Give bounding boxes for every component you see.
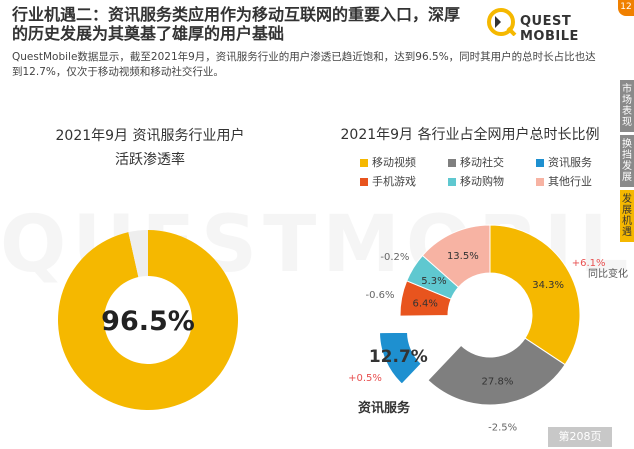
donut-slice xyxy=(427,337,566,406)
legend-item: 移动购物 xyxy=(448,173,504,189)
slice-change-label: -0.2% xyxy=(380,252,409,263)
page-title: 行业机遇二：资讯服务类应用作为移动互联网的重要入口，深厚 的历史发展为其奠基了雄… xyxy=(12,5,482,43)
highlight-label: 资讯服务 xyxy=(358,400,411,416)
side-tab-1[interactable]: 市场表现 xyxy=(620,80,634,132)
logo-mark-icon xyxy=(487,8,515,36)
slice-change-label: +0.5% xyxy=(348,373,382,384)
legend-label: 资讯服务 xyxy=(548,156,592,169)
penetration-donut-chart: 96.5% xyxy=(58,230,238,410)
slice-value-label: 12.7% xyxy=(369,347,428,367)
summary-text: QuestMobile数据显示，截至2021年9月，资讯服务行业的用户渗透已趋近… xyxy=(12,50,612,80)
logo xyxy=(487,8,517,36)
right-chart-title: 2021年9月 各行业占全网用户总时长比例 xyxy=(340,127,600,143)
logo-mark-tail xyxy=(506,26,517,36)
page-title-line1: 行业机遇二：资讯服务类应用作为移动互联网的重要入口，深厚 xyxy=(12,5,461,24)
side-tab-2[interactable]: 换挡发展 xyxy=(620,135,634,187)
legend-item: 移动视频 xyxy=(360,154,416,170)
legend-swatch xyxy=(448,178,456,186)
donut-slice-rest xyxy=(128,230,148,278)
legend-item: 移动社交 xyxy=(448,154,504,170)
slice-value-label: 13.5% xyxy=(447,251,479,262)
slice-value-label: 5.3% xyxy=(421,276,446,287)
legend-label: 其他行业 xyxy=(548,175,592,188)
donut-center-label: 96.5% xyxy=(101,306,195,337)
slice-change-label: -0.6% xyxy=(365,290,394,301)
legend-label: 移动社交 xyxy=(460,156,504,169)
time-share-donut-chart: 34.3% +6.1% 27.8% -2.5% 12.7% +0.5% 6.4% -0.6% 5… xyxy=(348,224,628,433)
legend-swatch xyxy=(360,178,368,186)
slice-value-label: 6.4% xyxy=(412,299,437,310)
legend-item: 资讯服务 xyxy=(536,154,592,170)
legend-label: 移动视频 xyxy=(372,156,416,169)
slice-change-label: +6.1% xyxy=(572,258,606,269)
change-header: 同比变化 xyxy=(588,267,628,280)
logo-text: QUEST MOBILE xyxy=(520,14,579,44)
legend-item: 手机游戏 xyxy=(360,173,416,189)
page-title-line2: 的历史发展为其奠基了雄厚的用户基础 xyxy=(12,24,285,43)
legend-item: 其他行业 xyxy=(536,173,592,189)
side-nav: 市场表现换挡发展发展机遇 xyxy=(620,80,634,245)
legend-swatch xyxy=(448,159,456,167)
legend-label: 移动购物 xyxy=(460,175,504,188)
summary-line2: 到12.7%，仅次于移动视频和移动社交行业。 xyxy=(12,66,224,78)
donut-slice xyxy=(379,331,422,385)
legend-swatch xyxy=(360,159,368,167)
donut-slice xyxy=(421,224,491,288)
donut-slice-active xyxy=(58,230,238,410)
left-chart-title-line1: 2021年9月 资讯服务行业用户 xyxy=(55,128,245,144)
summary-line1: QuestMobile数据显示，截至2021年9月，资讯服务行业的用户渗透已趋近… xyxy=(12,51,596,63)
legend-label: 手机游戏 xyxy=(372,175,416,188)
left-chart-title: 2021年9月 资讯服务行业用户 活跃渗透率 xyxy=(30,124,270,172)
legend-swatch xyxy=(536,178,544,186)
legend-swatch xyxy=(536,159,544,167)
side-tab-3[interactable]: 发展机遇 xyxy=(620,190,634,242)
slice-change-label: -2.5% xyxy=(488,422,517,433)
slice-value-label: 27.8% xyxy=(482,377,514,388)
logo-mark-petal xyxy=(495,16,501,28)
donut-slice xyxy=(489,224,581,366)
left-chart-title-line2: 活跃渗透率 xyxy=(115,152,185,168)
slice-value-label: 34.3% xyxy=(532,280,564,291)
page-number-button[interactable]: 第208页 xyxy=(548,427,612,447)
page-badge: 12 xyxy=(618,0,634,16)
